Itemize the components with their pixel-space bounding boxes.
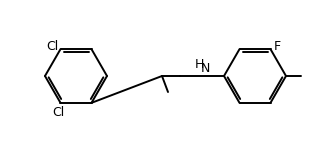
Text: N: N [200, 62, 210, 75]
Text: Cl: Cl [52, 106, 65, 119]
Text: F: F [274, 40, 281, 53]
Text: Cl: Cl [46, 40, 58, 53]
Text: H: H [194, 58, 204, 71]
